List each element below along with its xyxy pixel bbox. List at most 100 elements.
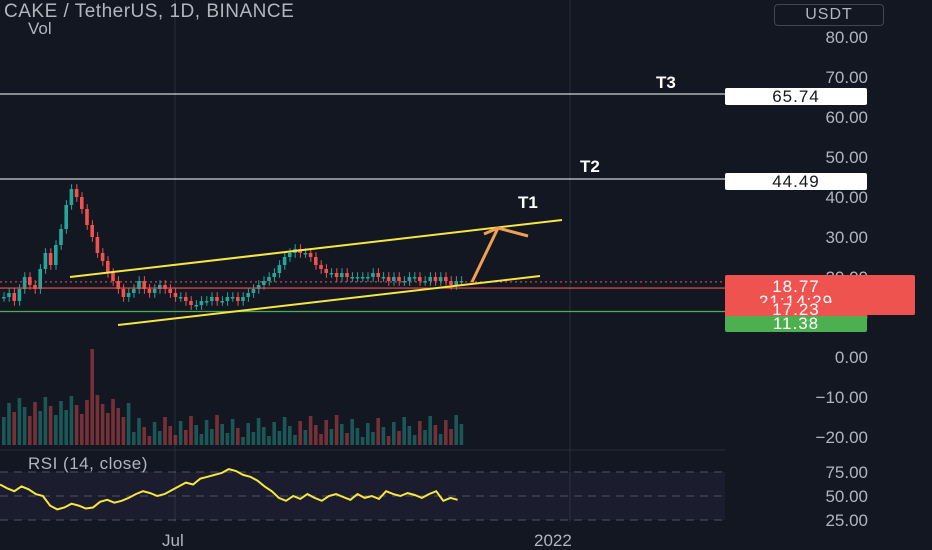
- candle-body: [220, 301, 224, 303]
- currency-button[interactable]: USDT: [774, 4, 884, 26]
- candle-body: [376, 273, 380, 277]
- candle-body: [433, 277, 438, 281]
- trend-drawings[interactable]: [69, 219, 563, 326]
- candle-body: [334, 273, 339, 277]
- price-tick-label: −20.00: [816, 428, 868, 447]
- candle-body: [371, 273, 375, 277]
- volume-bar: [90, 349, 94, 445]
- candle-body: [152, 289, 157, 293]
- candle-body: [142, 281, 146, 289]
- candle-body: [43, 253, 48, 269]
- volume-bar: [360, 437, 365, 445]
- candle-body: [22, 277, 27, 289]
- candle-body: [210, 297, 214, 301]
- volume-bar: [147, 436, 152, 445]
- candle-body: [241, 297, 245, 301]
- candle-body: [147, 289, 152, 293]
- red-level-tag: 17.23: [772, 300, 820, 319]
- candle-body: [246, 293, 250, 297]
- candle-body: [225, 297, 230, 301]
- volume-bar: [74, 405, 79, 445]
- candle-body: [199, 301, 204, 305]
- candle-body: [137, 281, 141, 289]
- candle-body: [428, 277, 432, 281]
- candle-body: [74, 189, 79, 197]
- volume-bar: [324, 420, 328, 445]
- volume-bar: [194, 425, 198, 445]
- candle-body: [262, 281, 266, 285]
- last-price-tag: 18.77: [772, 277, 820, 296]
- volume-bar: [95, 395, 100, 445]
- candle-body: [402, 281, 406, 283]
- volume-bar: [7, 403, 11, 445]
- candle-body: [392, 277, 396, 281]
- rsi-tick-label: 25.00: [825, 511, 868, 530]
- volume-bar: [412, 435, 417, 445]
- volume-bar: [407, 426, 412, 445]
- candle-body: [106, 261, 110, 273]
- price-tick-label: −10.00: [816, 388, 868, 407]
- volume-bar: [184, 430, 188, 445]
- candle-body: [132, 289, 136, 293]
- candle-body: [272, 273, 276, 277]
- volume-bar: [48, 406, 53, 445]
- volume-bar: [293, 435, 297, 445]
- t3-price-tag-bg: [725, 88, 867, 105]
- t2-price-tag-bg: [725, 173, 867, 190]
- green-level-tag: 11.38: [773, 314, 819, 333]
- volume-bar: [246, 423, 250, 445]
- horizontal-levels[interactable]: T3 T2 T1: [0, 73, 725, 313]
- volume-bar: [308, 416, 313, 445]
- green-level-tag-bg: [725, 316, 867, 332]
- volume-bar: [2, 417, 6, 445]
- volume-bar: [288, 426, 292, 445]
- candle-body: [178, 297, 183, 299]
- candle-body: [59, 229, 63, 245]
- target-t3-label: T3: [656, 73, 676, 92]
- candle-body: [288, 253, 292, 257]
- candle-body: [163, 285, 167, 289]
- volume-bar: [121, 417, 126, 445]
- volume-bar: [340, 424, 344, 445]
- chart-grid: [0, 0, 725, 522]
- candle-body: [324, 269, 328, 273]
- candle-body: [418, 277, 422, 281]
- candle-body: [412, 277, 417, 279]
- price-tick-label: 40.00: [825, 188, 868, 207]
- candle-body: [449, 281, 453, 285]
- price-tick-label: 60.00: [825, 108, 868, 127]
- volume-bar: [236, 428, 240, 445]
- volume-bar: [17, 398, 22, 445]
- volume-bar: [215, 415, 219, 445]
- volume-bar: [355, 428, 360, 445]
- volume-bar: [350, 419, 354, 445]
- volume-bar: [334, 415, 339, 445]
- price-candles: [2, 184, 464, 310]
- price-tick-label: 50.00: [825, 148, 868, 167]
- volume-bar: [54, 415, 58, 445]
- volume-bar: [225, 433, 230, 445]
- target-arrow: [470, 227, 500, 283]
- channel-lower-line: [117, 275, 541, 326]
- candle-body: [95, 237, 100, 253]
- candle-body: [28, 277, 32, 285]
- candle-body: [12, 293, 16, 301]
- candle-body: [189, 301, 193, 305]
- candle-body: [329, 273, 334, 275]
- volume-bar: [178, 421, 183, 445]
- candle-body: [230, 297, 235, 299]
- candle-body: [397, 277, 401, 281]
- volume-bar: [152, 422, 157, 445]
- volume-bar: [173, 435, 178, 445]
- time-label-2022: 2022: [534, 531, 572, 550]
- volume-bar: [319, 434, 323, 445]
- candle-body: [256, 285, 261, 289]
- candle-body: [2, 297, 6, 299]
- t2-price-tag: 44.49: [772, 172, 820, 191]
- candle-body: [340, 273, 344, 277]
- price-tick-label: 70.00: [825, 68, 868, 87]
- volume-bar: [449, 429, 453, 445]
- candle-body: [17, 289, 22, 301]
